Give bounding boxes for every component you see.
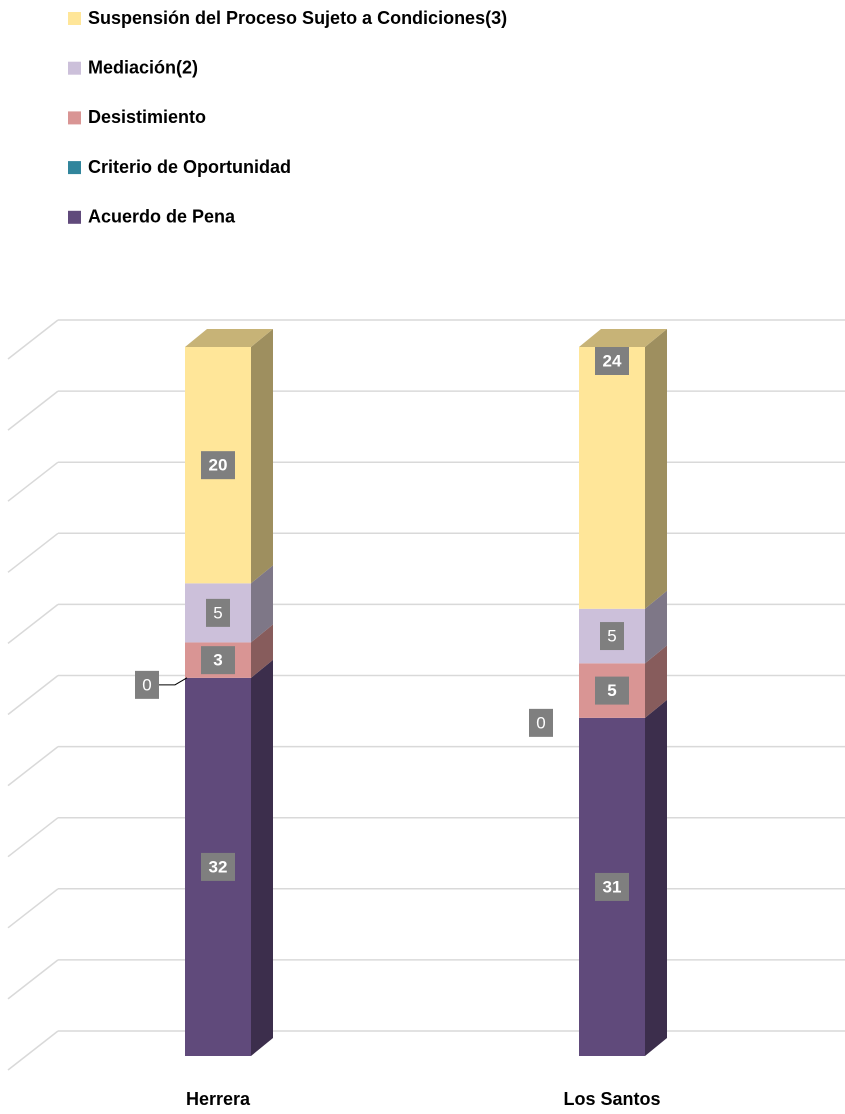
bar-segment	[579, 329, 667, 609]
grid-line-depth	[7, 959, 59, 1000]
data-label: 32	[209, 857, 228, 876]
data-label-box	[135, 670, 159, 699]
legend-swatch	[68, 12, 81, 25]
data-label: 24	[603, 351, 622, 370]
data-label: 0	[536, 713, 545, 732]
bar-side	[645, 645, 667, 718]
data-label: 31	[603, 877, 622, 896]
grid-line-depth	[7, 319, 59, 360]
leader-line	[159, 677, 188, 686]
bar-side	[645, 329, 667, 609]
data-label: 0	[142, 675, 151, 694]
legend-swatch	[68, 210, 81, 224]
bar-front	[579, 347, 645, 609]
data-label-box	[595, 872, 629, 901]
data-label: 20	[209, 456, 228, 475]
data-label-box	[201, 451, 235, 480]
data-label: 5	[607, 681, 616, 700]
bar-side	[251, 329, 273, 584]
legend-label: Suspensión del Proceso Sujeto a Condicio…	[88, 8, 507, 28]
bar-side	[251, 565, 273, 643]
bar-top	[579, 329, 667, 347]
bar-segment	[185, 659, 273, 1056]
legend-label: Criterio de Oportunidad	[88, 157, 291, 177]
bar-side	[645, 699, 667, 1056]
x-tick-label: Los Santos	[563, 1089, 660, 1109]
grid-line-depth	[7, 888, 59, 929]
data-label: 3	[213, 651, 222, 670]
legend-swatch	[68, 61, 81, 75]
legend-swatch	[68, 111, 81, 125]
grid-line-depth	[7, 746, 59, 787]
data-label-box	[201, 646, 235, 675]
grid-line-depth	[7, 603, 59, 644]
data-label-box	[206, 598, 230, 627]
bar-side	[645, 590, 667, 664]
x-tick-label: Herrera	[186, 1089, 251, 1109]
legend-label: Mediación(2)	[88, 57, 198, 77]
grid-line-depth	[7, 674, 59, 716]
grid-line-depth	[7, 817, 59, 858]
legend-label: Acuerdo de Pena	[88, 207, 236, 227]
data-label-box	[201, 852, 235, 881]
data-label: 5	[213, 603, 222, 622]
bar-top	[185, 329, 273, 347]
grid-line-depth	[7, 532, 59, 573]
grid-line-depth	[7, 461, 59, 502]
data-label-box	[595, 676, 629, 705]
data-label-box	[600, 622, 624, 651]
data-label: 5	[607, 627, 616, 646]
bar-side	[251, 659, 273, 1056]
grid-line-depth	[7, 390, 59, 431]
bar-segment	[579, 699, 667, 1056]
grid-line-depth	[7, 1030, 59, 1071]
data-label-box	[529, 708, 553, 737]
bar-segment	[185, 329, 273, 584]
legend-swatch	[68, 161, 81, 175]
data-label-box	[595, 347, 629, 375]
legend-label: Desistimiento	[88, 107, 206, 127]
bar-side	[251, 624, 273, 678]
